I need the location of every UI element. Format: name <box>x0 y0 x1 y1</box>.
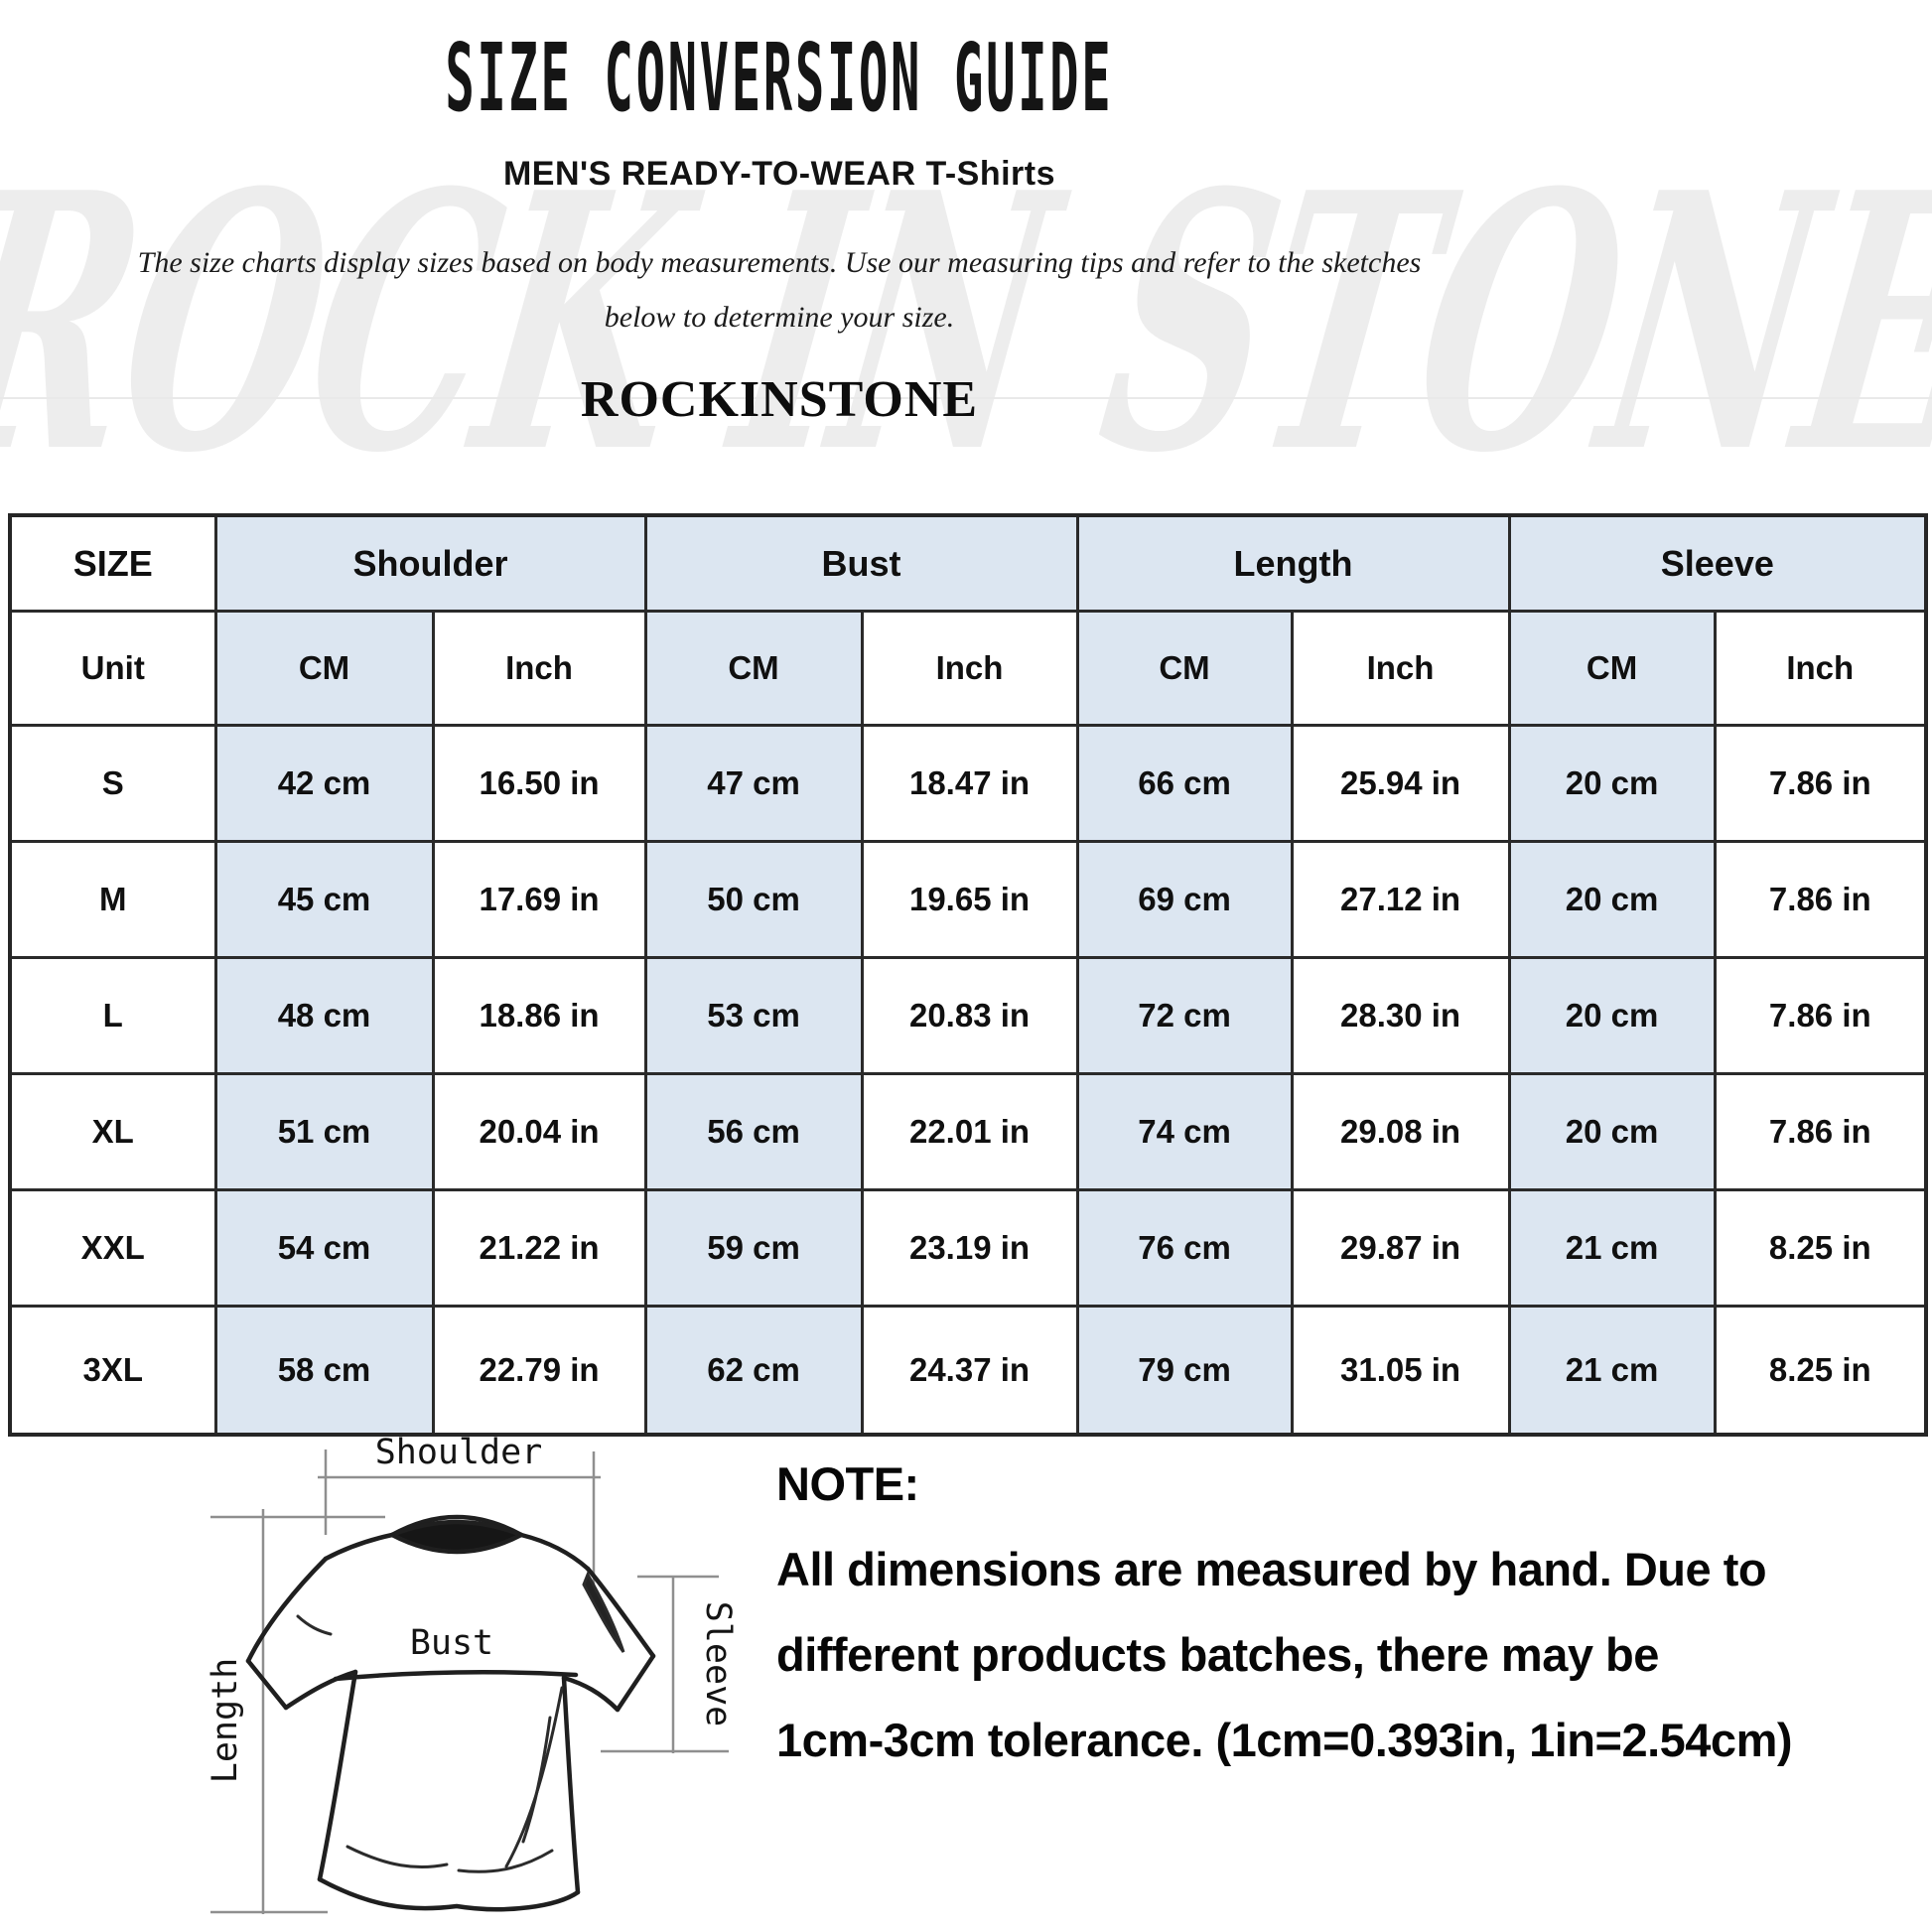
sleeve-label: Sleeve <box>698 1601 738 1726</box>
length-label: Length <box>206 1658 245 1783</box>
unit-cm: CM <box>213 610 435 727</box>
page-title: SIZE CONVERSION GUIDE <box>445 24 1114 134</box>
unit-cm: CM <box>643 610 864 727</box>
description: The size charts display sizes based on b… <box>0 235 1559 345</box>
measurement-cell: 7.86 in <box>1713 956 1928 1075</box>
measurement-cell: 20 cm <box>1507 1072 1717 1191</box>
table-row: M 45 cm 17.69 in 50 cm 19.65 in 69 cm 27… <box>8 840 1928 959</box>
divider-line <box>0 397 1932 399</box>
dimension-lines <box>210 1449 729 1914</box>
measurement-cell: 29.87 in <box>1290 1188 1511 1308</box>
measurement-cell: 29.08 in <box>1290 1072 1511 1191</box>
measurement-cell: 31.05 in <box>1290 1305 1511 1437</box>
table-unit-row: Unit CM Inch CM Inch CM Inch CM Inch <box>8 610 1928 727</box>
measurement-cell: 58 cm <box>213 1305 435 1437</box>
unit-cm: CM <box>1075 610 1294 727</box>
unit-inch: Inch <box>431 610 647 727</box>
description-line-1: The size charts display sizes based on b… <box>137 246 1422 279</box>
unit-inch: Inch <box>860 610 1079 727</box>
measurement-cell: 21 cm <box>1507 1305 1717 1437</box>
size-conversion-table: SIZE Shoulder Bust Length Sleeve Unit CM… <box>8 513 1929 1437</box>
table-row: S 42 cm 16.50 in 47 cm 18.47 in 66 cm 25… <box>8 724 1928 843</box>
measurement-cell: 76 cm <box>1075 1188 1294 1308</box>
measurement-cell: 17.69 in <box>431 840 647 959</box>
measurement-cell: 24.37 in <box>860 1305 1079 1437</box>
measurement-cell: 7.86 in <box>1713 1072 1928 1191</box>
measurement-cell: 20 cm <box>1507 724 1717 843</box>
measurement-cell: 51 cm <box>213 1072 435 1191</box>
measurement-cell: 62 cm <box>643 1305 864 1437</box>
measurement-cell: 18.47 in <box>860 724 1079 843</box>
measurement-cell: 48 cm <box>213 956 435 1075</box>
measurement-cell: 72 cm <box>1075 956 1294 1075</box>
unit-inch: Inch <box>1290 610 1511 727</box>
measurement-cell: 47 cm <box>643 724 864 843</box>
measurement-cell: 53 cm <box>643 956 864 1075</box>
table-row: L 48 cm 18.86 in 53 cm 20.83 in 72 cm 28… <box>8 956 1928 1075</box>
measurement-cell: 42 cm <box>213 724 435 843</box>
col-header-length: Length <box>1075 513 1511 613</box>
measurement-cell: 20 cm <box>1507 840 1717 959</box>
measurement-cell: 25.94 in <box>1290 724 1511 843</box>
description-line-2: below to determine your size. <box>604 301 955 334</box>
measurement-cell: 45 cm <box>213 840 435 959</box>
measurement-cell: 59 cm <box>643 1188 864 1308</box>
measurement-cell: 66 cm <box>1075 724 1294 843</box>
unit-cm: CM <box>1507 610 1717 727</box>
col-header-size: SIZE <box>8 513 217 613</box>
bust-label: Bust <box>410 1623 493 1663</box>
measurement-cell: 50 cm <box>643 840 864 959</box>
col-header-sleeve: Sleeve <box>1507 513 1928 613</box>
measurement-cell: 28.30 in <box>1290 956 1511 1075</box>
note-block: NOTE: All dimensions are measured by han… <box>776 1442 1932 1783</box>
size-cell: M <box>8 840 217 959</box>
header-block: SIZE CONVERSION GUIDE MEN'S READY-TO-WEA… <box>0 0 1559 429</box>
table-row: 3XL 58 cm 22.79 in 62 cm 24.37 in 79 cm … <box>8 1305 1928 1437</box>
size-cell: XXL <box>8 1188 217 1308</box>
fold-lines <box>296 1571 625 1873</box>
size-cell: 3XL <box>8 1305 217 1437</box>
size-cell: XL <box>8 1072 217 1191</box>
tshirt-sketch: Shoulder Bust Length Sleeve <box>206 1433 738 1914</box>
measurement-cell: 8.25 in <box>1713 1305 1928 1437</box>
col-header-shoulder: Shoulder <box>213 513 647 613</box>
col-header-bust: Bust <box>643 513 1079 613</box>
unit-label: Unit <box>8 610 217 727</box>
measurement-cell: 23.19 in <box>860 1188 1079 1308</box>
measurement-cell: 21 cm <box>1507 1188 1717 1308</box>
measurement-cell: 21.22 in <box>431 1188 647 1308</box>
tshirt-outline <box>245 1514 656 1912</box>
measurement-cell: 54 cm <box>213 1188 435 1308</box>
measurement-cell: 8.25 in <box>1713 1188 1928 1308</box>
subtitle: MEN'S READY-TO-WEAR T-Shirts <box>502 155 1056 193</box>
table-row: XL 51 cm 20.04 in 56 cm 22.01 in 74 cm 2… <box>8 1072 1928 1191</box>
note-line-2: different products batches, there may be <box>776 1628 1659 1681</box>
measurement-cell: 69 cm <box>1075 840 1294 959</box>
measurement-cell: 19.65 in <box>860 840 1079 959</box>
note-heading: NOTE: <box>776 1457 919 1510</box>
measurement-cell: 74 cm <box>1075 1072 1294 1191</box>
measurement-cell: 22.79 in <box>431 1305 647 1437</box>
measurement-cell: 22.01 in <box>860 1072 1079 1191</box>
table-header-row: SIZE Shoulder Bust Length Sleeve <box>8 513 1928 613</box>
size-cell: L <box>8 956 217 1075</box>
measurement-cell: 7.86 in <box>1713 724 1928 843</box>
measurement-cell: 20.83 in <box>860 956 1079 1075</box>
shoulder-label: Shoulder <box>375 1433 543 1472</box>
brand-name: ROCKINSTONE <box>580 371 979 428</box>
measurement-cell: 16.50 in <box>431 724 647 843</box>
unit-inch: Inch <box>1713 610 1928 727</box>
measurement-cell: 20 cm <box>1507 956 1717 1075</box>
note-line-1: All dimensions are measured by hand. Due… <box>776 1543 1767 1595</box>
measurement-cell: 20.04 in <box>431 1072 647 1191</box>
measurement-cell: 18.86 in <box>431 956 647 1075</box>
measurement-cell: 56 cm <box>643 1072 864 1191</box>
table-row: XXL 54 cm 21.22 in 59 cm 23.19 in 76 cm … <box>8 1188 1928 1308</box>
measurement-cell: 27.12 in <box>1290 840 1511 959</box>
measurement-cell: 79 cm <box>1075 1305 1294 1437</box>
size-cell: S <box>8 724 217 843</box>
note-line-3: 1cm-3cm tolerance. (1cm=0.393in, 1in=2.5… <box>776 1714 1793 1766</box>
measurement-cell: 7.86 in <box>1713 840 1928 959</box>
